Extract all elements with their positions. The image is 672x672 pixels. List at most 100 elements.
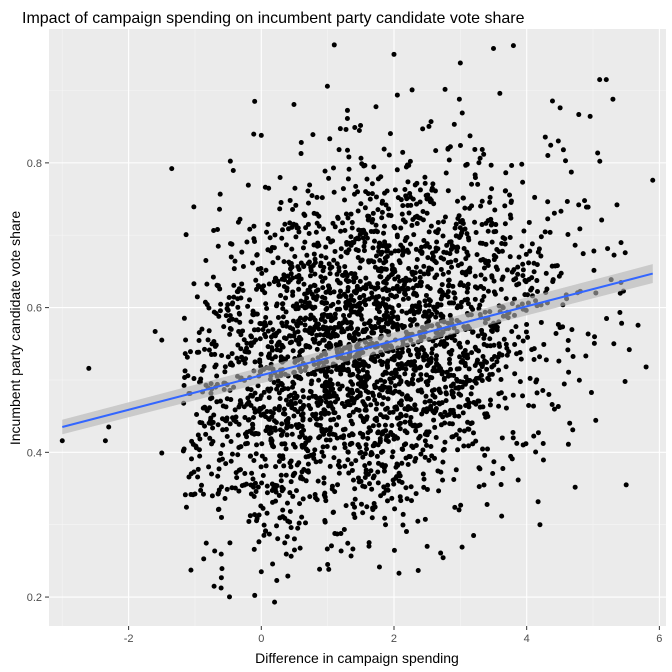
scatter-point — [195, 474, 201, 480]
scatter-point — [188, 567, 194, 573]
scatter-point — [323, 307, 329, 312]
scatter-point — [258, 351, 264, 357]
scatter-point — [440, 313, 446, 319]
scatter-point — [410, 423, 416, 429]
scatter-point — [551, 210, 557, 216]
scatter-point — [275, 340, 281, 346]
scatter-point — [389, 310, 395, 316]
scatter-point — [249, 334, 255, 340]
scatter-point — [231, 266, 237, 272]
scatter-point — [515, 477, 521, 483]
scatter-point — [555, 321, 561, 327]
scatter-point — [332, 248, 338, 254]
scatter-point — [396, 389, 402, 395]
scatter-point — [197, 419, 203, 425]
scatter-point — [417, 274, 423, 280]
scatter-point — [343, 503, 349, 509]
scatter-point — [319, 299, 325, 305]
scatter-point — [440, 459, 446, 465]
scatter-point — [320, 337, 326, 343]
scatter-point — [320, 444, 326, 450]
scatter-point — [441, 249, 447, 255]
scatter-point — [208, 352, 214, 358]
scatter-point — [233, 419, 239, 425]
scatter-point — [503, 188, 509, 194]
scatter-point — [287, 490, 293, 496]
scatter-point — [400, 252, 406, 258]
scatter-point — [314, 194, 320, 200]
scatter-point — [340, 186, 346, 192]
scatter-point — [239, 281, 245, 287]
scatter-point — [318, 274, 324, 280]
scatter-point — [500, 466, 506, 472]
scatter-point — [368, 468, 374, 474]
scatter-point — [358, 501, 364, 507]
scatter-point — [201, 556, 207, 562]
scatter-point — [332, 224, 338, 230]
scatter-point — [373, 253, 379, 259]
scatter-point — [218, 514, 224, 520]
scatter-point — [434, 309, 440, 315]
scatter-point — [526, 277, 532, 283]
scatter-point — [555, 138, 561, 144]
scatter-point — [591, 248, 597, 254]
scatter-point — [344, 115, 350, 121]
scatter-point — [467, 269, 473, 275]
scatter-point — [257, 321, 263, 327]
scatter-point — [565, 232, 571, 238]
scatter-point — [403, 193, 409, 199]
scatter-point — [422, 174, 428, 180]
scatter-point — [400, 296, 406, 302]
scatter-point — [264, 483, 270, 489]
scatter-point — [369, 191, 375, 197]
scatter-point — [196, 337, 202, 343]
scatter-point — [382, 278, 388, 284]
scatter-point — [317, 422, 323, 428]
scatter-point — [583, 204, 589, 210]
scatter-point — [414, 347, 420, 353]
scatter-point — [342, 264, 348, 270]
scatter-point — [383, 258, 389, 264]
scatter-point — [496, 367, 502, 373]
scatter-point — [503, 296, 509, 302]
scatter-point — [275, 378, 281, 384]
scatter-point — [346, 413, 352, 419]
scatter-point — [489, 328, 494, 334]
scatter-point — [332, 311, 338, 317]
scatter-point — [475, 357, 480, 363]
scatter-point — [371, 164, 377, 170]
scatter-point — [538, 234, 544, 240]
scatter-point — [351, 330, 357, 336]
scatter-point — [247, 297, 253, 303]
scatter-point — [643, 364, 649, 370]
scatter-point — [325, 314, 331, 320]
scatter-point — [423, 292, 429, 298]
x-tick-label: 2 — [391, 633, 397, 645]
scatter-point — [310, 393, 316, 399]
scatter-point — [473, 376, 479, 382]
scatter-point — [182, 492, 188, 498]
scatter-point — [256, 284, 262, 290]
scatter-point — [440, 219, 446, 225]
scatter-point — [368, 356, 374, 362]
scatter-point — [454, 305, 460, 311]
scatter-point — [322, 519, 328, 525]
scatter-point — [464, 289, 470, 295]
scatter-point — [504, 352, 510, 358]
scatter-point — [291, 413, 297, 419]
scatter-point — [440, 233, 446, 239]
scatter-point — [510, 392, 516, 398]
scatter-point — [395, 462, 401, 468]
scatter-point — [419, 244, 425, 250]
scatter-point — [443, 390, 449, 396]
scatter-point — [352, 271, 358, 277]
scatter-point — [396, 570, 402, 576]
scatter-point — [263, 322, 269, 328]
scatter-point — [394, 283, 400, 289]
scatter-point — [491, 257, 497, 263]
scatter-point — [203, 431, 209, 437]
scatter-point — [390, 375, 396, 381]
scatter-point — [398, 498, 404, 504]
scatter-point — [588, 390, 594, 396]
